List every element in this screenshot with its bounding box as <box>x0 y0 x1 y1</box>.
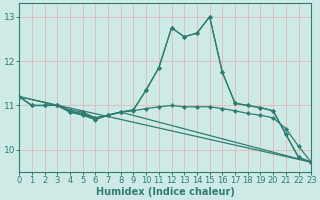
X-axis label: Humidex (Indice chaleur): Humidex (Indice chaleur) <box>96 187 235 197</box>
